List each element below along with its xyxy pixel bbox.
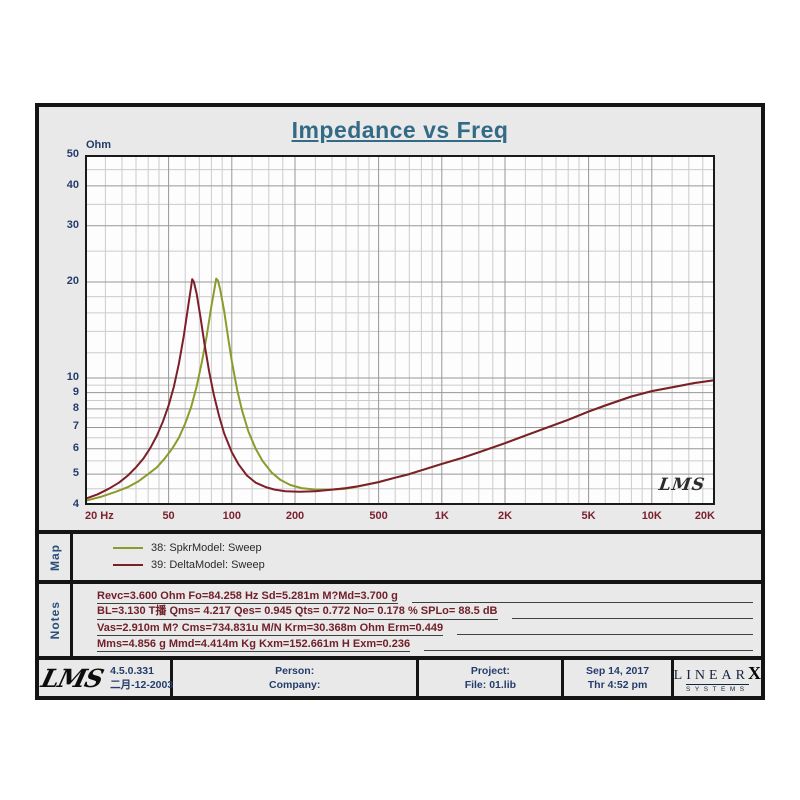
x-tick-label: 20K <box>694 510 715 522</box>
note-line: Mms=4.856 g Mmd=4.414m Kg Kxm=152.661m H… <box>97 638 411 652</box>
notes-content: Revc=3.600 Ohm Fo=84.258 Hz Sd=5.281m M?… <box>73 584 761 656</box>
report-time: Thr 4:52 pm <box>587 679 648 691</box>
section-divider <box>39 530 761 534</box>
notes-section: Notes Revc=3.600 Ohm Fo=84.258 Hz Sd=5.2… <box>39 584 761 656</box>
note-line: Vas=2.910m M? Cms=734.831u M/N Krm=30.36… <box>97 622 444 636</box>
impedance-plot <box>85 155 715 505</box>
linearx-systems-label: SYSTEMS <box>686 683 749 693</box>
legend-item: 38: SpkrModel: Sweep <box>113 540 761 555</box>
section-divider <box>39 580 761 584</box>
footer-bar: LMS 4.5.0.331 二月-12-2003 Person: Company… <box>38 660 761 696</box>
note-line: BL=3.130 T播 Qms= 4.217 Qes= 0.945 Qts= 0… <box>97 602 498 620</box>
note-rule <box>511 618 753 619</box>
series-38-label: 38: SpkrModel: Sweep <box>151 541 262 554</box>
app-version: 4.5.0.331 <box>110 665 154 677</box>
x-tick-label: 200 <box>285 510 305 522</box>
legend-item: 39: DeltaModel: Sweep <box>113 557 761 572</box>
note-row: Mms=4.856 g Mmd=4.414m Kg Kxm=152.661m H… <box>97 636 753 652</box>
note-row: Revc=3.600 Ohm Fo=84.258 Hz Sd=5.281m M?… <box>97 588 753 604</box>
footer-version-cell: LMS 4.5.0.331 二月-12-2003 <box>38 660 174 696</box>
lms-logo: LMS <box>38 663 106 693</box>
x-tick-label: 2K <box>497 510 513 522</box>
file-label: File: 01.lib <box>464 679 517 691</box>
y-tick-label: 40 <box>66 178 79 191</box>
y-tick-label: 9 <box>72 385 79 398</box>
x-tick-label: 20 Hz <box>85 510 114 522</box>
person-label: Person: <box>275 665 315 677</box>
linearx-logo: LINEAR X <box>673 662 761 683</box>
chart-section: Impedance vs Freq Ohm 50 40 30 20 10 9 8 7 6 5 4 2… <box>39 107 761 530</box>
map-side-cell: Map <box>39 534 73 580</box>
app-version-date: 二月-12-2003 <box>110 679 174 691</box>
notes-side-cell: Notes <box>39 584 73 656</box>
company-label: Company: <box>269 679 321 691</box>
x-tick-label: 100 <box>222 510 241 522</box>
y-tick-label: 10 <box>66 371 79 384</box>
y-tick-label: 5 <box>72 467 79 480</box>
note-rule <box>457 634 753 635</box>
x-tick-label: 1K <box>434 510 449 522</box>
y-tick-label: 20 <box>66 274 79 287</box>
y-tick-label: 30 <box>66 218 79 231</box>
lms-watermark: LMS <box>657 475 707 495</box>
series-39-swatch <box>113 563 143 566</box>
chart-title: Impedance vs Freq <box>291 117 509 143</box>
map-section: Map 38: SpkrModel: Sweep 39: DeltaModel:… <box>39 534 761 580</box>
y-tick-label: 8 <box>72 401 79 414</box>
footer-project-cell: Project: File: 01.lib <box>419 660 565 696</box>
series-39-label: 39: DeltaModel: Sweep <box>151 558 265 571</box>
y-axis-unit-label: Ohm <box>86 139 112 151</box>
footer-person-cell: Person: Company: <box>173 660 420 696</box>
x-tick-label: 50 <box>162 510 175 522</box>
x-tick-label: 10K <box>641 510 662 522</box>
legend: 38: SpkrModel: Sweep 39: DeltaModel: Swe… <box>73 534 761 580</box>
y-tick-label: 7 <box>72 420 79 433</box>
y-tick-label: 4 <box>72 498 79 510</box>
section-divider <box>39 656 761 660</box>
note-line: Revc=3.600 Ohm Fo=84.258 Hz Sd=5.281m M?… <box>97 590 398 604</box>
note-row: Vas=2.910m M? Cms=734.831u M/N Krm=30.36… <box>97 620 753 636</box>
note-rule <box>424 650 753 651</box>
y-tick-label: 6 <box>72 441 79 454</box>
report-frame: Impedance vs Freq Ohm 50 40 30 20 10 9 8 7 6 5 4 2… <box>35 103 765 700</box>
footer-date-cell: Sep 14, 2017 Thr 4:52 pm <box>564 660 674 696</box>
y-tick-label: 50 <box>66 148 79 160</box>
footer-brand-cell: LINEAR X SYSTEMS <box>674 660 761 696</box>
note-rule <box>411 602 753 603</box>
map-label: Map <box>47 543 62 571</box>
project-label: Project: <box>470 665 510 677</box>
series-38-swatch <box>113 546 143 549</box>
report-date: Sep 14, 2017 <box>586 665 650 677</box>
note-row: BL=3.130 T播 Qms= 4.217 Qes= 0.945 Qts= 0… <box>97 604 753 620</box>
notes-label: Notes <box>47 600 62 640</box>
x-tick-label: 5K <box>581 510 596 522</box>
x-tick-label: 500 <box>369 510 388 522</box>
